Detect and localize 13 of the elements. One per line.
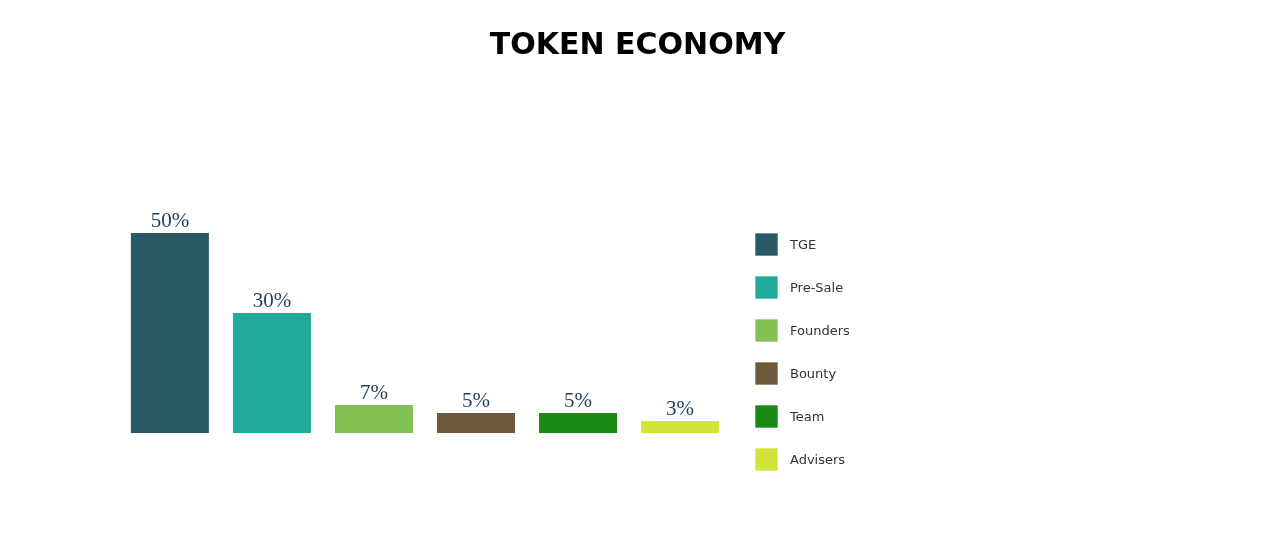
legend-label: Advisers	[790, 451, 846, 467]
legend-label: Pre-Sale	[790, 279, 844, 295]
data-label: 30%	[252, 288, 292, 312]
chart-title: TOKEN ECONOMY	[489, 26, 787, 61]
data-label: 3%	[666, 396, 695, 420]
data-label: 5%	[564, 388, 593, 412]
legend-label: Team	[789, 408, 825, 424]
data-label: 7%	[359, 380, 388, 404]
legend-label: Bounty	[790, 365, 837, 381]
legend-label: TGE	[789, 236, 817, 252]
data-label: 5%	[462, 388, 491, 412]
data-label: 50%	[150, 208, 190, 232]
legend-label: Founders	[790, 322, 851, 338]
